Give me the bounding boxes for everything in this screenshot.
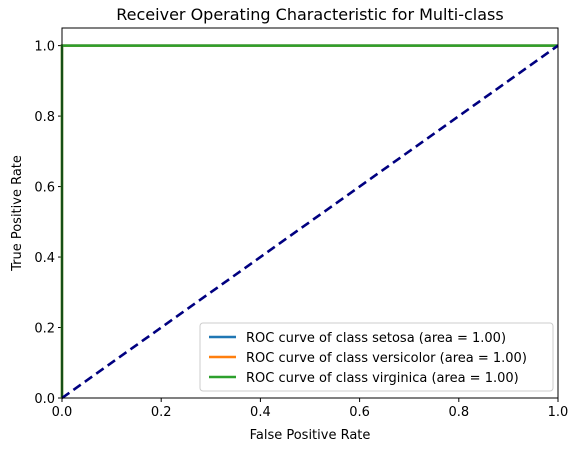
y-axis-label: True Positive Rate	[10, 155, 25, 272]
y-tick-label: 0.4	[34, 251, 55, 266]
legend: ROC curve of class setosa (area = 1.00) R…	[199, 322, 554, 392]
y-tick-label: 0.0	[34, 392, 55, 407]
y-axis-ticks: 0.0 0.2 0.4 0.6 0.8 1.0	[34, 40, 62, 407]
x-tick-label: 0.0	[52, 405, 73, 420]
x-tick-label: 1.0	[548, 405, 569, 420]
x-tick-label: 0.2	[151, 405, 172, 420]
legend-label-2: ROC curve of class virginica (area = 1.0…	[246, 371, 519, 386]
x-tick-label: 0.6	[349, 405, 370, 420]
y-tick-label: 0.6	[34, 181, 55, 196]
y-tick-label: 0.8	[34, 110, 55, 125]
plot-frame	[61, 27, 559, 399]
reference-diagonal-line	[61, 44, 559, 400]
y-tick-label: 1.0	[34, 40, 55, 55]
legend-label-1: ROC curve of class versicolor (area = 1.…	[246, 351, 527, 366]
x-tick-label: 0.4	[250, 405, 271, 420]
legend-label-0: ROC curve of class setosa (area = 1.00)	[246, 331, 506, 346]
x-tick-label: 0.8	[448, 405, 469, 420]
legend-box	[199, 322, 554, 392]
chart-title: Receiver Operating Characteristic for Mu…	[116, 5, 503, 24]
x-axis-label: False Positive Rate	[250, 428, 371, 443]
y-tick-label: 0.2	[34, 322, 55, 337]
x-axis-ticks: 0.0 0.2 0.4 0.6 0.8 1.0	[52, 398, 569, 420]
